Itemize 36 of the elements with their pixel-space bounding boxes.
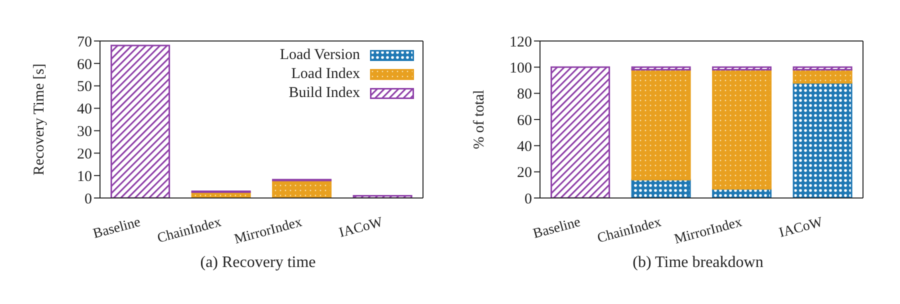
x-tick-label: ChainIndex: [156, 215, 223, 246]
y-tick-label: 20: [517, 165, 532, 182]
x-tick-label: IACoW: [338, 214, 386, 242]
y-tick-label: 10: [77, 168, 92, 185]
y-axis-title: Recovery Time [s]: [31, 64, 48, 176]
bar: [712, 66, 772, 71]
bar: [631, 69, 691, 180]
y-tick-label: 20: [77, 146, 92, 162]
bar: [792, 66, 852, 71]
y-tick-label: 50: [77, 79, 92, 96]
y-tick-label: 70: [77, 34, 92, 50]
bar: [631, 66, 691, 71]
y-tick-label: 60: [517, 112, 532, 129]
legend-label: Load Version: [280, 46, 360, 65]
y-axis-title: % of total: [471, 90, 488, 150]
x-tick-label: Baseline: [532, 215, 582, 242]
y-tick-label: 40: [517, 138, 532, 155]
legend-label: Load Index: [291, 65, 360, 84]
y-tick-label: 100: [510, 60, 532, 76]
bar: [110, 44, 170, 198]
y-tick-label: 80: [517, 86, 532, 103]
x-tick-label: Baseline: [92, 215, 142, 242]
y-tick-label: 60: [77, 56, 92, 73]
text: (a) Recovery time: [199, 254, 317, 272]
y-tick-label: 30: [77, 124, 92, 140]
y-tick-label: 0: [84, 191, 92, 208]
y-tick-label: 120: [510, 34, 532, 50]
x-tick-label: ChainIndex: [596, 215, 663, 246]
y-tick-label: 0: [524, 191, 532, 208]
bar: [712, 69, 772, 190]
y-tick-label: 40: [77, 102, 92, 118]
x-tick-label: IACoW: [778, 214, 826, 242]
text: (b) Time breakdown: [632, 254, 764, 272]
bar: [792, 82, 852, 198]
legend-label: Build Index: [288, 84, 360, 103]
bar: [550, 66, 610, 198]
